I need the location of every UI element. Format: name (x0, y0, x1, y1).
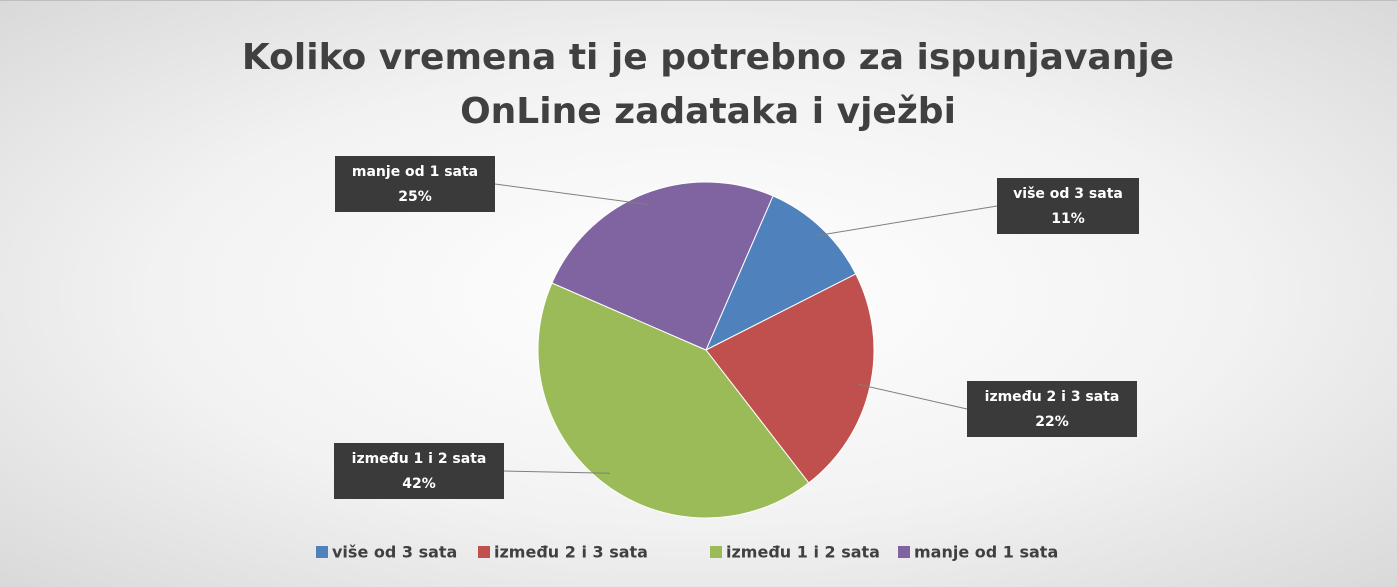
data-label-box (334, 443, 504, 499)
pie-slice (551, 181, 774, 351)
pie-slice (537, 282, 810, 519)
data-label-name: između 2 i 3 sata (985, 389, 1120, 405)
data-label-name: između 1 i 2 sata (352, 451, 487, 467)
data-label-name: manje od 1 sata (352, 164, 478, 180)
leader-line (503, 470, 611, 474)
data-label-name: više od 3 sata (1013, 186, 1123, 202)
data-label-value: 42% (402, 476, 436, 492)
data-label-value: 22% (1035, 414, 1069, 430)
leader-line (813, 205, 998, 237)
legend-label: manje od 1 sata (914, 543, 1058, 562)
chart-title: Koliko vremena ti je potrebno za ispunja… (241, 37, 1175, 132)
data-label-box (997, 178, 1139, 234)
legend-label: između 2 i 3 sata (494, 543, 648, 562)
leader-line (858, 383, 968, 410)
data-label-box (335, 156, 495, 212)
legend-swatch (478, 546, 490, 558)
data-label-box (967, 381, 1137, 437)
legend-label: između 1 i 2 sata (726, 543, 880, 562)
legend-swatch (710, 546, 722, 558)
leader-line (494, 183, 649, 206)
legend-swatch (316, 546, 328, 558)
data-label-value: 25% (398, 189, 432, 205)
legend-swatch (898, 546, 910, 558)
legend-label: više od 3 sata (332, 543, 457, 562)
data-label-value: 11% (1051, 211, 1085, 227)
pie-slice (704, 195, 857, 352)
